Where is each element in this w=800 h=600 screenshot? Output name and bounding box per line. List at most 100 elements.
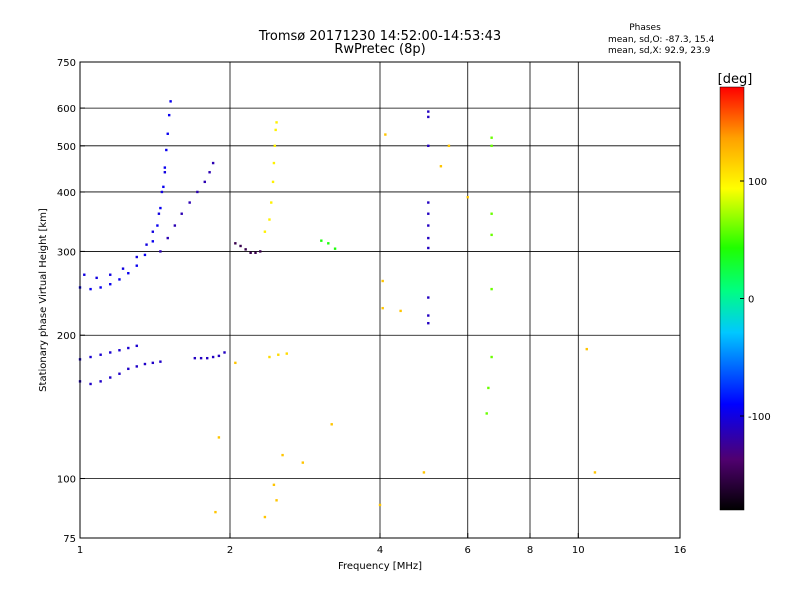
x-tick-label: 6 bbox=[465, 545, 471, 556]
echo-point bbox=[249, 251, 252, 255]
echo-point bbox=[217, 354, 221, 358]
echo-point bbox=[167, 113, 171, 117]
echo-point bbox=[427, 144, 430, 148]
echo-point bbox=[234, 361, 237, 365]
echo-point bbox=[157, 212, 161, 215]
echo-point bbox=[263, 230, 267, 233]
echo-point bbox=[193, 356, 197, 360]
echo-point bbox=[208, 171, 211, 174]
phase-stats-o-mode: mean, sd,O: -87.3, 15.4 bbox=[608, 35, 715, 45]
echo-point bbox=[163, 166, 167, 169]
echo-point bbox=[490, 233, 493, 237]
echo-point bbox=[109, 273, 112, 276]
echo-point bbox=[427, 321, 430, 325]
echo-point bbox=[109, 351, 112, 354]
echo-point bbox=[422, 471, 426, 474]
echo-point bbox=[378, 503, 382, 507]
echo-point bbox=[99, 380, 102, 383]
echo-point bbox=[330, 423, 333, 426]
echo-point bbox=[381, 279, 384, 283]
echo-point bbox=[156, 224, 159, 227]
echo-point bbox=[151, 361, 155, 365]
y-tick-label: 600 bbox=[57, 104, 76, 115]
echo-point bbox=[211, 161, 215, 165]
echo-point bbox=[165, 148, 168, 152]
echo-point bbox=[223, 351, 226, 354]
echo-point bbox=[83, 273, 86, 276]
echo-point bbox=[427, 296, 430, 299]
echo-point bbox=[285, 352, 288, 355]
colorbar-unit-label: [deg] bbox=[718, 72, 753, 87]
echo-point bbox=[327, 242, 330, 245]
echo-point bbox=[333, 247, 337, 250]
echo-point bbox=[109, 283, 112, 286]
y-tick-label: 200 bbox=[57, 331, 76, 342]
echo-point bbox=[127, 272, 130, 275]
echo-point bbox=[301, 461, 305, 464]
axes: 1 2 4 6 8 10 16 75 100 200 300 400 500 600 750 bbox=[57, 58, 686, 556]
echo-point bbox=[487, 386, 490, 390]
echo-point bbox=[180, 212, 183, 215]
y-tick-label: 75 bbox=[63, 534, 76, 545]
echo-point bbox=[199, 356, 203, 360]
echo-point bbox=[490, 287, 493, 291]
echo-point bbox=[427, 246, 430, 250]
colorbar-tick-label: 0 bbox=[748, 295, 754, 306]
echo-point bbox=[427, 201, 430, 204]
echo-point bbox=[118, 372, 121, 375]
echo-point bbox=[143, 253, 147, 257]
echo-point bbox=[234, 242, 237, 245]
echo-point bbox=[109, 376, 112, 379]
echo-point bbox=[268, 355, 271, 359]
echo-point bbox=[203, 180, 206, 184]
echo-point bbox=[277, 353, 280, 356]
grid-lines bbox=[80, 62, 680, 538]
echo-points bbox=[78, 100, 597, 519]
phase-stats-heading: Phases bbox=[629, 23, 661, 33]
echo-point bbox=[127, 346, 130, 350]
chart-subtitle: RwPretec (8p) bbox=[334, 42, 425, 57]
echo-point bbox=[99, 286, 102, 289]
y-tick-label: 750 bbox=[57, 58, 76, 69]
echo-point bbox=[259, 250, 262, 253]
echo-point bbox=[381, 306, 384, 310]
x-tick-label: 10 bbox=[572, 545, 585, 556]
x-tick-label: 16 bbox=[674, 545, 687, 556]
echo-point bbox=[135, 264, 138, 267]
echo-point bbox=[166, 132, 169, 135]
echo-point bbox=[239, 244, 242, 248]
echo-point bbox=[439, 165, 443, 168]
echo-point bbox=[163, 171, 167, 174]
echo-point bbox=[490, 355, 493, 359]
echo-point bbox=[214, 510, 217, 514]
echo-point bbox=[135, 365, 138, 368]
colorbar-ticks: 100 0 -100 bbox=[740, 177, 771, 423]
echo-point bbox=[145, 243, 148, 246]
echo-point bbox=[160, 190, 164, 194]
echo-point bbox=[270, 201, 273, 204]
echo-point bbox=[166, 236, 169, 240]
x-tick-label: 2 bbox=[227, 545, 233, 556]
echo-point bbox=[99, 353, 102, 356]
echo-point bbox=[95, 276, 98, 280]
echo-point bbox=[427, 314, 430, 317]
echo-point bbox=[485, 412, 488, 415]
x-tick-label: 8 bbox=[527, 545, 533, 556]
echo-point bbox=[273, 144, 276, 148]
echo-point bbox=[585, 347, 588, 351]
echo-point bbox=[169, 100, 172, 103]
chart-title: Tromsø 20171230 14:52:00-14:53:43 bbox=[258, 29, 501, 44]
echo-point bbox=[254, 251, 257, 255]
echo-point bbox=[89, 382, 92, 386]
echo-point bbox=[466, 195, 469, 199]
echo-point bbox=[173, 224, 177, 227]
echo-point bbox=[217, 436, 221, 439]
echo-point bbox=[151, 230, 155, 233]
phase-stats-x-mode: mean, sd,X: 92.9, 23.9 bbox=[608, 46, 711, 56]
echo-point bbox=[427, 115, 430, 119]
echo-point bbox=[427, 224, 430, 227]
y-tick-label: 300 bbox=[57, 247, 76, 258]
echo-point bbox=[89, 355, 92, 359]
echo-point bbox=[159, 206, 162, 210]
